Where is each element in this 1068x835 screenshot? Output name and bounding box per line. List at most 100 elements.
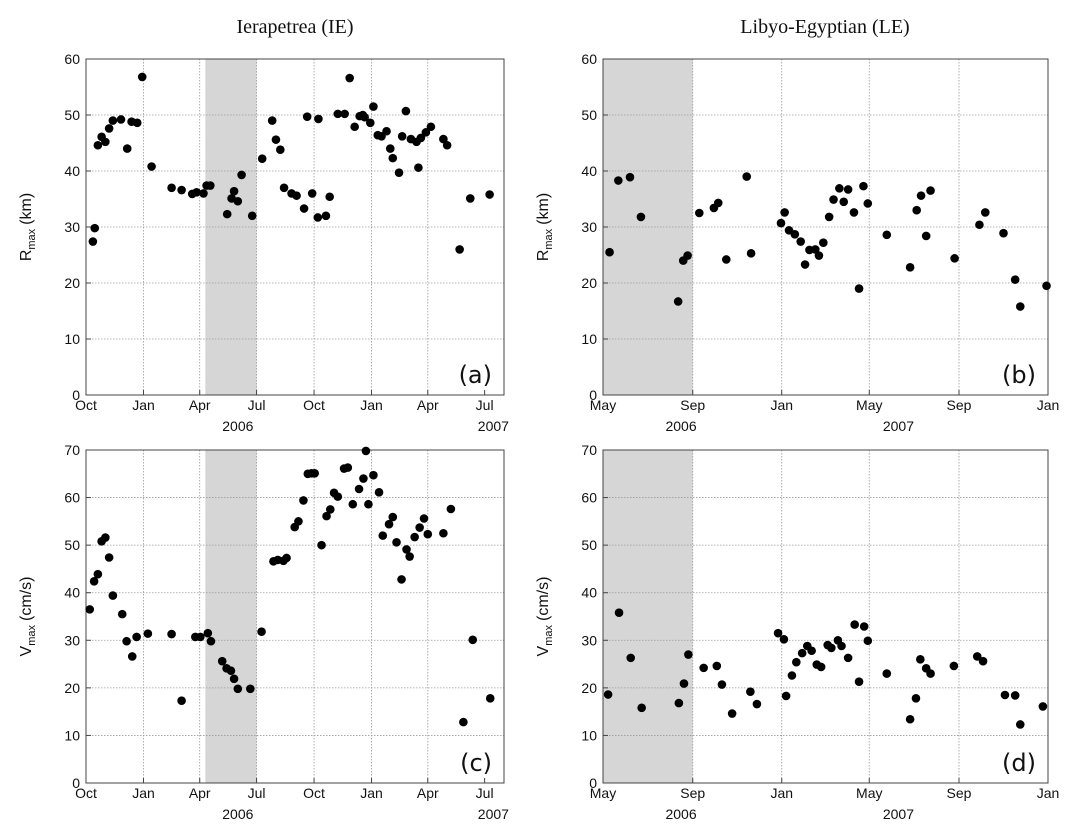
data-point xyxy=(699,663,708,673)
y-axis-label: Vmax (cm/s) xyxy=(18,577,38,657)
xtick-label: May xyxy=(590,785,616,801)
data-point xyxy=(369,102,378,111)
data-point xyxy=(343,463,353,472)
data-point xyxy=(237,170,246,180)
data-point xyxy=(217,656,227,666)
data-point xyxy=(104,124,114,133)
data-point xyxy=(442,140,452,150)
data-point xyxy=(385,144,395,153)
data-point xyxy=(196,632,205,642)
data-point xyxy=(177,696,186,706)
shaded-period xyxy=(205,450,257,783)
data-point xyxy=(421,128,431,137)
xtick-label: Oct xyxy=(75,785,97,801)
panel-label: (b) xyxy=(1002,361,1036,389)
y-axis-label-sub: max xyxy=(26,228,38,249)
y-axis-label-unit: (km) xyxy=(18,193,35,225)
ytick-label: 10 xyxy=(64,727,80,743)
y-axis-label-main: R xyxy=(535,250,552,262)
ytick-label: 40 xyxy=(64,585,80,601)
data-point xyxy=(950,254,959,263)
data-point xyxy=(949,661,959,671)
y-axis-label-sub: max xyxy=(26,624,38,645)
data-point xyxy=(673,297,683,306)
data-point xyxy=(325,192,334,202)
data-point xyxy=(326,505,335,514)
panel-c: 0 10 20 30 40 50 60 70 Oct Jan Apr Jul Oct Jan Apr Jul 2… xyxy=(18,442,509,822)
data-point xyxy=(423,529,433,539)
data-point xyxy=(683,251,692,260)
ytick-label: 60 xyxy=(64,490,80,506)
data-point xyxy=(410,532,419,542)
ytick-label: 30 xyxy=(64,632,80,648)
y-axis-label-sub: max xyxy=(543,624,555,645)
data-point xyxy=(779,635,789,644)
data-point xyxy=(1042,281,1051,291)
data-point xyxy=(916,191,926,200)
data-point xyxy=(348,499,358,509)
data-point xyxy=(257,154,267,163)
data-point xyxy=(322,511,331,521)
panel-b: 0 10 20 30 40 50 60 May Sep Jan May Sep Jan 2006 2007 (… xyxy=(535,16,1059,434)
ytick-label: 20 xyxy=(581,275,597,291)
y-axis-label: Vmax (cm/s) xyxy=(535,577,555,657)
data-point xyxy=(637,703,646,713)
data-point xyxy=(299,204,309,213)
plot-frame xyxy=(85,58,505,396)
data-point xyxy=(374,488,384,497)
data-point xyxy=(90,223,100,233)
year-label: 2006 xyxy=(665,418,696,434)
data-point xyxy=(271,135,281,144)
shaded-period xyxy=(603,59,693,395)
data-point xyxy=(350,122,359,132)
ytick-label: 30 xyxy=(581,219,597,235)
data-point xyxy=(905,714,915,724)
data-point xyxy=(317,540,326,550)
data-point xyxy=(796,237,805,246)
data-point xyxy=(206,636,216,646)
ytick-label: 40 xyxy=(581,163,597,179)
data-point xyxy=(625,172,635,182)
ytick-label: 60 xyxy=(64,51,80,67)
panel-label: (d) xyxy=(1002,749,1036,777)
ytick-label: 50 xyxy=(64,107,80,123)
ytick-label: 50 xyxy=(581,537,597,553)
y-axis-label-unit: (km) xyxy=(535,193,552,225)
data-point xyxy=(167,629,176,639)
xtick-label: May xyxy=(590,397,616,413)
data-point xyxy=(835,184,844,193)
data-point xyxy=(854,677,864,686)
xtick-label: Jan xyxy=(132,397,155,413)
data-point xyxy=(313,213,323,222)
data-point xyxy=(369,470,378,480)
plot-frame xyxy=(85,449,505,784)
xtick-label: Oct xyxy=(75,397,97,413)
data-point xyxy=(333,109,343,119)
data-point xyxy=(839,197,849,207)
data-point xyxy=(1015,720,1025,729)
data-point xyxy=(746,687,755,696)
ytick-label: 60 xyxy=(581,490,597,506)
data-point xyxy=(378,531,388,540)
xtick-label: Apr xyxy=(189,785,211,801)
data-point xyxy=(229,674,239,684)
data-point xyxy=(117,609,127,619)
y-axis-label-main: R xyxy=(18,250,35,262)
data-point xyxy=(679,679,689,688)
data-point xyxy=(829,195,838,204)
ytick-label: 50 xyxy=(64,537,80,553)
data-point xyxy=(1000,690,1010,700)
ytick-label: 70 xyxy=(64,442,80,458)
xtick-label: May xyxy=(856,397,882,413)
plot-frame xyxy=(602,58,1049,396)
data-point xyxy=(292,191,301,200)
xtick-label: Jul xyxy=(476,785,494,801)
data-point xyxy=(276,145,285,155)
data-point xyxy=(485,190,494,199)
y-axis-label-unit: (cm/s) xyxy=(18,577,35,621)
data-point xyxy=(333,492,343,501)
panel-a: 0 10 20 30 40 50 60 Oct Jan Apr Jul Oct Jan Apr Jul 200… xyxy=(18,16,509,434)
data-point xyxy=(233,684,243,694)
panel-title: Ierapetrea (IE) xyxy=(236,16,353,38)
